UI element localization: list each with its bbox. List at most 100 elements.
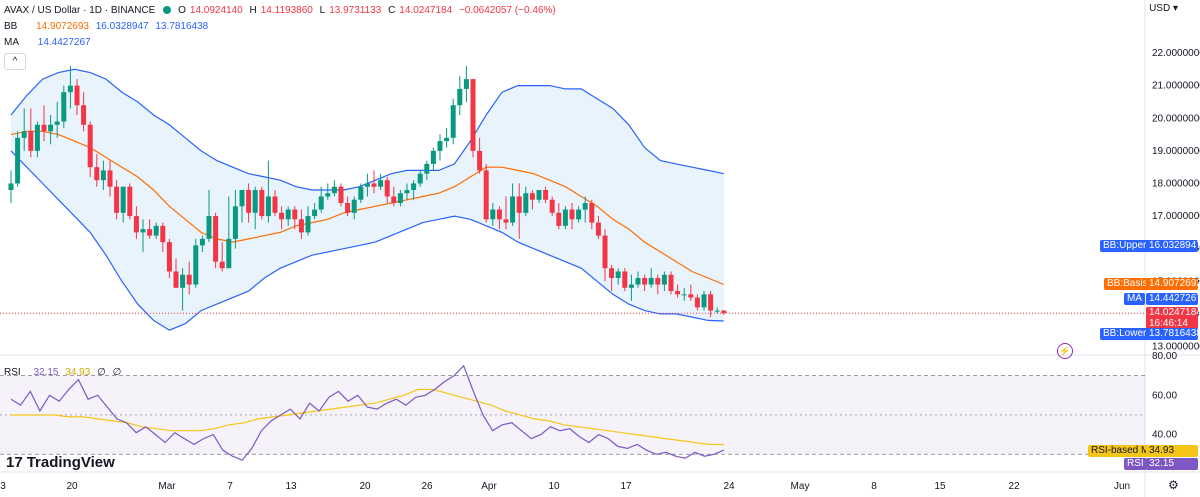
candle-body (450, 105, 456, 138)
candle-body (668, 274, 674, 292)
time-tick-label: Apr (481, 481, 497, 492)
rsi-ma-value: 34.93 (65, 367, 91, 378)
candle-body (602, 235, 608, 269)
candle-body (232, 206, 238, 239)
time-tick-label: 13 (285, 481, 297, 492)
candle-body (61, 92, 67, 122)
bb-legend[interactable]: BB 14.9072693 16.0328947 13.7816438 (4, 20, 212, 34)
candle-body (285, 209, 291, 220)
candle-body (239, 189, 245, 207)
symbol-legend[interactable]: AVAX / US Dollar · 1D · BINANCE O 14.0924… (4, 4, 560, 18)
candle-body (140, 229, 146, 233)
ohlc-open-label: O (178, 5, 186, 16)
price-tick-label: 13.0000000 (1152, 341, 1200, 352)
time-tick-label: 3 (0, 481, 6, 492)
candle-body (694, 297, 700, 308)
candle-body (510, 196, 516, 223)
symbol-title[interactable]: AVAX / US Dollar · 1D · BINANCE (4, 5, 156, 16)
candle-body (298, 219, 304, 233)
candle-body (226, 238, 232, 269)
candle-body (305, 216, 311, 233)
bb-basis-tag-label: BB:Basis (1104, 278, 1151, 290)
candle-body (114, 186, 120, 213)
bb-basis-line (10, 130, 725, 286)
eye-icon[interactable] (163, 6, 172, 14)
price-tick-label: 21.0000000 (1152, 81, 1200, 92)
candle-body (41, 124, 47, 132)
candle-body (206, 216, 212, 239)
candle-body (609, 268, 615, 279)
candle-body (444, 137, 450, 142)
ma-tag-label: MA (1124, 293, 1145, 305)
ma-label: MA (4, 37, 19, 48)
candle-body (463, 79, 469, 89)
candle-body (615, 271, 621, 279)
lightning-icon[interactable]: ⚡ (1057, 343, 1073, 359)
candle-body (180, 274, 186, 288)
candle-body (358, 186, 364, 200)
time-tick-label: 7 (227, 481, 233, 492)
candle-body (523, 193, 529, 213)
rsi-label: RSI (4, 367, 21, 378)
candle-body (100, 170, 106, 181)
candle-body (364, 183, 370, 187)
time-tick-label: 17 (620, 481, 632, 492)
rsi-line (10, 364, 725, 461)
candle-body (424, 163, 430, 174)
rsi-ma-tag: 34.93 (1146, 445, 1198, 457)
time-tick-label: 15 (934, 481, 946, 492)
candle-body (417, 173, 423, 184)
bb-basis-value: 14.9072693 (36, 21, 89, 32)
candle-body (628, 284, 634, 288)
tradingview-logo[interactable]: 17 TradingView (6, 454, 115, 471)
time-tick-label: Jun (1114, 481, 1130, 492)
candle-body (265, 196, 271, 217)
rsi-extra-2: ∅ (112, 367, 122, 378)
price-tick-label: 17.0000000 (1152, 211, 1200, 222)
candle-body (595, 222, 601, 236)
collapse-legend-button[interactable]: ^ (4, 53, 26, 70)
time-tick-label: 20 (359, 481, 371, 492)
candle-body (378, 180, 384, 187)
candle-body (549, 199, 555, 213)
rsi-tag-label: RSI (1124, 458, 1147, 470)
candle-body (496, 209, 502, 220)
ohlc-change: −0.0642057 (−0.46%) (458, 5, 556, 16)
candle-body (411, 183, 417, 190)
ma-value: 14.4427267 (37, 37, 91, 48)
bb-lower-line (10, 150, 724, 331)
gear-icon[interactable]: ⚙ (1168, 478, 1179, 492)
rsi-ma-tag-label: RSI-based MA (1088, 445, 1160, 457)
logo-text: TradingView (26, 454, 115, 471)
candle-body (259, 189, 265, 217)
candle-body (490, 209, 496, 220)
ohlc-close-label: C (388, 5, 396, 16)
ohlc-open: 14.0924140 (189, 5, 243, 16)
candle-body (569, 209, 575, 220)
candle-body (48, 124, 54, 132)
last-price-value: 14.0247184 (1149, 307, 1200, 318)
chevron-down-icon: ▾ (1172, 3, 1178, 14)
candle-body (213, 216, 219, 262)
currency-label: USD (1149, 3, 1171, 14)
candle-body (529, 193, 535, 200)
currency-selector[interactable]: USD ▾ (1149, 3, 1178, 14)
rsi-legend[interactable]: RSI 32.15 34.93 ∅ ∅ (4, 366, 125, 380)
candle-body (74, 85, 80, 106)
rsi-ma-line (11, 388, 724, 446)
ma-legend[interactable]: MA 14.4427267 (4, 36, 95, 50)
countdown-timer: 16:46:14 (1149, 318, 1188, 329)
candle-body (430, 150, 436, 164)
price-tick-label: 20.0000000 (1152, 113, 1200, 124)
candle-body (94, 167, 100, 181)
time-tick-label: 26 (421, 481, 433, 492)
time-tick-label: 22 (1008, 481, 1020, 492)
candle-body (483, 170, 489, 220)
candle-body (81, 105, 87, 125)
candle-body (160, 225, 166, 243)
candle-body (34, 124, 40, 151)
candle-body (87, 124, 93, 168)
candle-body (477, 150, 483, 171)
price-tick-label: 22.0000000 (1152, 48, 1200, 59)
